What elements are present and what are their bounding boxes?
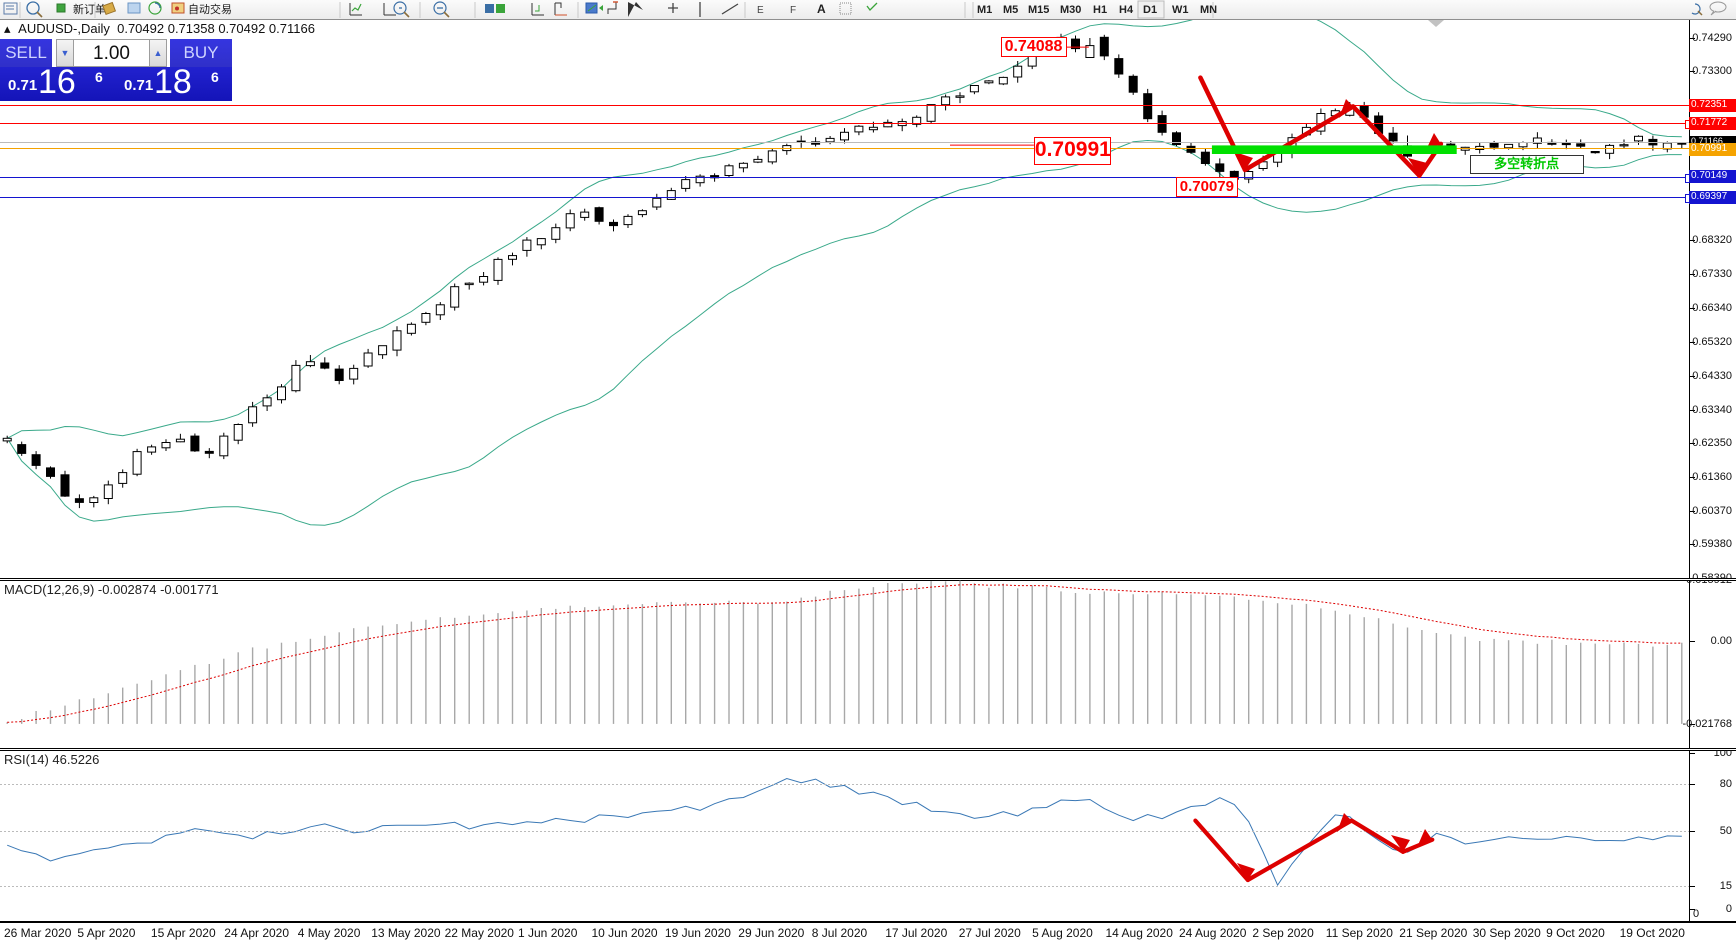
svg-text:F: F (790, 5, 796, 16)
svg-text:E: E (757, 5, 764, 16)
svg-text:M15: M15 (1028, 4, 1049, 16)
svg-text:M30: M30 (1060, 4, 1081, 16)
svg-text:H4: H4 (1119, 4, 1134, 16)
svg-text:M5: M5 (1003, 4, 1018, 16)
svg-text:W1: W1 (1172, 4, 1189, 16)
svg-text:D1: D1 (1143, 4, 1157, 16)
svg-text:H1: H1 (1093, 4, 1107, 16)
svg-text:M1: M1 (977, 4, 992, 16)
svg-text:A: A (817, 2, 826, 16)
svg-text:自动交易: 自动交易 (188, 2, 232, 16)
svg-text:新订单: 新订单 (73, 2, 106, 16)
svg-text:MN: MN (1200, 4, 1217, 16)
